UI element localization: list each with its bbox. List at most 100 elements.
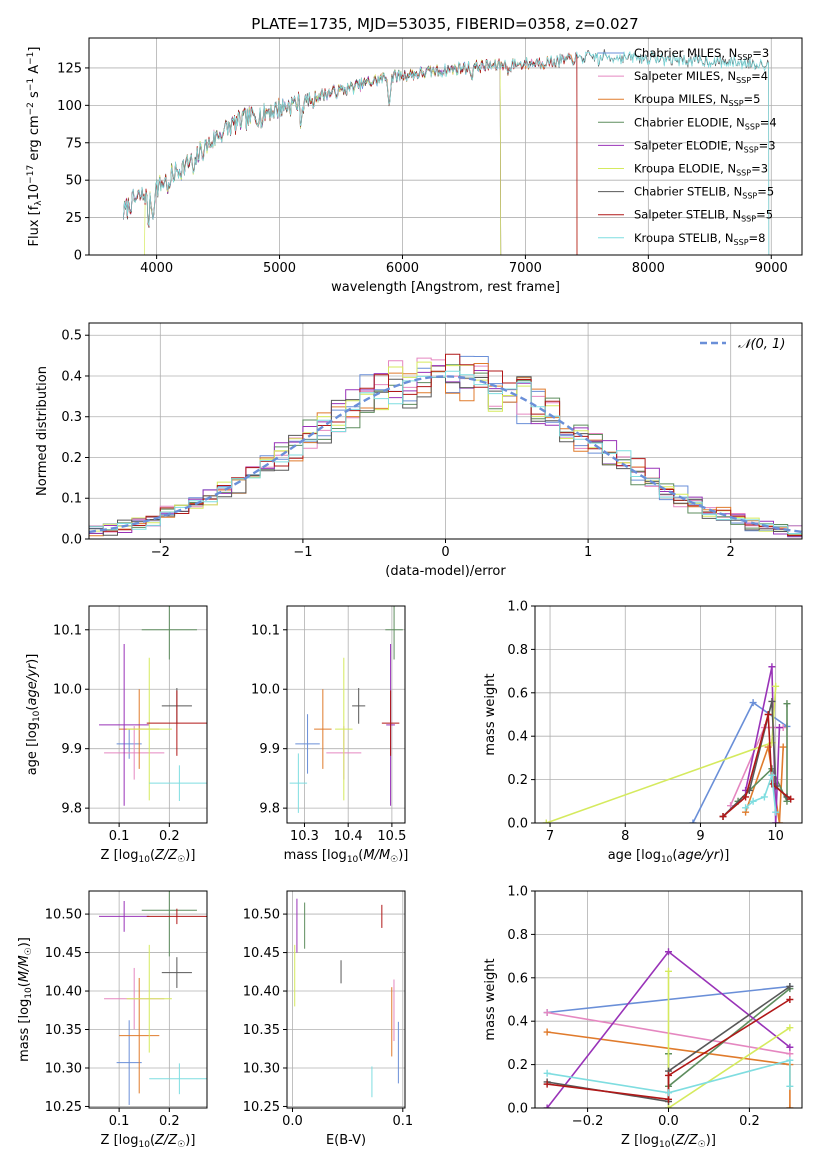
x-tick-label: 9000 (755, 261, 788, 276)
errorbar-chabrier-stelib (352, 688, 366, 724)
y-tick-label: 25 (65, 211, 82, 226)
errorbar-kroupa-stelib (149, 765, 207, 802)
x-axis-label-part: Z [log (101, 848, 139, 863)
legend-entry-suffix: =3 (752, 46, 769, 60)
x-axis-label-part: Z [log (621, 1133, 659, 1148)
x-axis-label-part: ( (358, 848, 363, 863)
y-axis-label-part: age [log (25, 722, 40, 775)
y-tick-label: 10.50 (45, 908, 82, 923)
residuals-panel: −2 −1 0 1 2 0.0 0.1 0.2 0.3 0.4 0.5 𝒩(0, 1) (data-mo… (35, 322, 803, 579)
x-axis-label: Z [log10(Z/Z☉)] (621, 1133, 716, 1150)
x-axis-label-part: Z/Z (154, 1133, 178, 1148)
legend-entry-suffix: =5 (757, 185, 774, 199)
weight-marker (783, 700, 791, 708)
y-tick-label: 10.30 (243, 1061, 280, 1076)
errorbar-kroupa-stelib (289, 753, 308, 813)
weight-marker (768, 663, 776, 671)
legend-entry-sub: SSP (736, 76, 751, 85)
y-axis-label: age [log10(age/yr)] (25, 654, 42, 776)
weight-line (546, 686, 777, 823)
y-tick-label: 10.35 (45, 1023, 82, 1038)
errorbar-chabrier-miles (295, 714, 320, 774)
weight-marker (543, 1009, 551, 1017)
x-tick-label: 4000 (140, 261, 173, 276)
y-axis-label-part: age/yr (25, 662, 40, 705)
x-axis-label-part: wavelength [Angstrom, rest frame] (331, 280, 560, 295)
weight-marker (749, 699, 757, 707)
y-tick-label: 0.5 (61, 329, 82, 344)
legend-entry-text: Salpeter MILES, N (634, 69, 736, 83)
weight-marker (543, 1069, 551, 1077)
x-tick-label: 1 (584, 545, 592, 560)
axes-frame (286, 890, 406, 1109)
y-axis-label-part: mass weight (483, 958, 498, 1040)
legend-entry-kroupa-stelib: Kroupa STELIB, NSSP=8 (634, 231, 765, 247)
x-tick-label: 10.5 (377, 829, 406, 844)
x-axis-label-part: Z [log (101, 1133, 139, 1148)
legend-entry-text: Chabrier ELODIE, N (634, 115, 745, 129)
spectrum-line-chabrier-elodie (123, 59, 502, 255)
y-axis-label-part: Normed distribution (35, 366, 50, 496)
x-axis-label-part: E(B-V) (326, 1133, 366, 1148)
y-axis-label-part: mass weight (483, 673, 498, 755)
grid (89, 891, 207, 1108)
x-axis-label-part: )] (719, 848, 729, 863)
y-tick-label: 75 (65, 136, 82, 151)
weight-marker (760, 793, 768, 801)
y-axis-label-part: 10 (32, 710, 42, 722)
y-axis-label-part: M/M (17, 955, 32, 982)
x-tick-label: 8 (621, 829, 629, 844)
weight-line (667, 971, 791, 1108)
y-axis-label-part: −1 (26, 78, 36, 91)
x-axis-label-part: ☉ (177, 855, 185, 865)
x-axis-label-part: 10 (138, 855, 150, 865)
x-tick-label: 0.2 (739, 1114, 760, 1129)
axes-frame (88, 890, 208, 1109)
axes-frame (88, 37, 803, 256)
y-tick-label: 1.0 (507, 885, 528, 900)
legend-entry-text: Kroupa MILES, N (634, 92, 729, 106)
y-axis-label: mass weight (483, 673, 498, 755)
y-axis-label-part: 10 (24, 987, 34, 999)
errorbar-kroupa-miles (314, 689, 332, 769)
weight-marker (775, 724, 783, 732)
spectrum-line-kroupa-stelib (123, 50, 770, 255)
errorbar-kroupa-elodie (126, 657, 172, 801)
weight-marker (786, 1056, 794, 1064)
legend-entry-text: Chabrier STELIB, N (634, 185, 742, 199)
x-axis-label: (data-model)/error (385, 564, 506, 579)
x-axis-label-part: 10 (661, 855, 673, 865)
x-tick-label: 0.1 (109, 829, 130, 844)
y-tick-label: 10.1 (53, 623, 82, 638)
legend-entry-suffix: =3 (759, 138, 776, 152)
weight-marker (665, 967, 672, 975)
weight-series-salpeter-stelib (543, 996, 794, 1103)
x-axis-label: Z [log10(Z/Z☉)] (101, 1133, 196, 1150)
x-axis-label-part: ( (672, 848, 677, 863)
y-axis-label-part: λ (34, 200, 44, 206)
axes-frame (286, 605, 406, 824)
x-tick-label: 5000 (263, 261, 296, 276)
errorbar-kroupa-miles (119, 977, 160, 1094)
weight-marker (772, 819, 780, 823)
weight-marker (749, 797, 757, 805)
x-axis-label-part: (data-model)/error (385, 564, 506, 579)
x-tick-label: 10.3 (290, 829, 319, 844)
x-axis-label-part: ( (150, 848, 155, 863)
grid (287, 891, 405, 1108)
y-tick-label: 0.1 (61, 492, 82, 507)
y-tick-label: 9.9 (61, 742, 82, 757)
gaussian-legend-label: 𝒩(0, 1) (738, 337, 785, 352)
plot-area (123, 49, 770, 255)
errorbar-chabrier-elodie (141, 606, 197, 660)
y-tick-label: 50 (65, 174, 82, 189)
weight-marker (786, 1050, 794, 1058)
x-tick-label: 8000 (632, 261, 665, 276)
grid (287, 606, 405, 823)
x-tick-label: −0.2 (572, 1114, 604, 1129)
weight-marker (786, 1024, 794, 1032)
weight-marker (543, 1028, 551, 1036)
x-axis-label-part: )] (398, 848, 408, 863)
y-tick-label: 10.40 (45, 985, 82, 1000)
